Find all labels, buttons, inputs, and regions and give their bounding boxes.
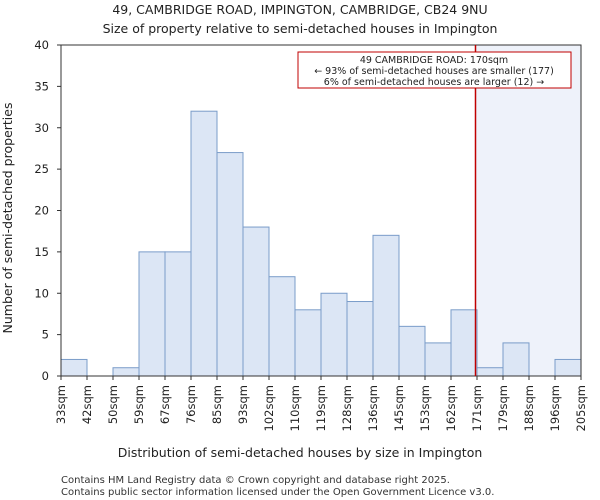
histogram-bar <box>242 226 270 377</box>
x-tick-label: 119sqm <box>314 385 328 431</box>
x-tick-label: 196sqm <box>548 385 562 431</box>
x-tick-label: 162sqm <box>444 385 458 431</box>
x-tick-label: 110sqm <box>288 385 302 431</box>
plot-area-frame <box>60 44 582 377</box>
annotation-box <box>297 51 572 89</box>
annotation-line-1: 49 CAMBRIDGE ROAD: 170sqm <box>360 55 508 66</box>
x-tick-label: 59sqm <box>132 385 146 424</box>
y-tick-label: 15 <box>34 245 49 259</box>
x-tick-label: 171sqm <box>470 385 484 431</box>
x-tick-label: 93sqm <box>236 385 250 424</box>
histogram-bar <box>190 110 218 377</box>
y-tick-label: 20 <box>34 204 49 218</box>
histogram-bar <box>294 309 322 377</box>
x-tick-label: 85sqm <box>210 385 224 424</box>
x-tick-label: 205sqm <box>574 385 588 431</box>
y-tick-label: 0 <box>42 369 49 383</box>
y-axis-label: Number of semi-detached properties <box>0 103 15 334</box>
y-axis-ticks: 0 5 10 15 20 25 30 35 40 <box>34 38 61 383</box>
histogram-bar <box>216 152 244 377</box>
footer-line-2: Contains public sector information licen… <box>61 487 494 498</box>
chart-subtitle: Size of property relative to semi-detach… <box>103 21 498 36</box>
x-tick-label: 102sqm <box>262 385 276 431</box>
histogram-bar <box>502 342 530 377</box>
y-tick-label: 25 <box>34 162 49 176</box>
x-axis-label: Distribution of semi-detached houses by … <box>118 445 483 460</box>
histogram-bar <box>424 342 452 377</box>
histogram-bar <box>112 367 140 377</box>
histogram-bar <box>268 276 296 377</box>
y-tick-label: 35 <box>34 79 49 93</box>
x-tick-label: 145sqm <box>392 385 406 431</box>
y-tick-label: 5 <box>42 328 49 342</box>
histogram-bar <box>346 301 374 377</box>
x-tick-label: 128sqm <box>340 385 354 431</box>
x-tick-label: 136sqm <box>366 385 380 431</box>
chart-title: 49, CAMBRIDGE ROAD, IMPINGTON, CAMBRIDGE… <box>112 2 487 17</box>
x-tick-label: 33sqm <box>54 385 68 424</box>
histogram-bar <box>60 358 88 377</box>
bars-group <box>60 110 582 377</box>
histogram-bar <box>372 234 400 377</box>
y-tick-label: 30 <box>34 121 49 135</box>
histogram-bar <box>450 309 478 377</box>
x-axis-ticks: 33sqm 42sqm 50sqm 59sqm 67sqm 76sqm 85sqm 93sqm… <box>54 376 588 431</box>
x-tick-label: 188sqm <box>522 385 536 431</box>
x-tick-label: 42sqm <box>80 385 94 424</box>
annotation-line-3: 6% of semi-detached houses are larger (1… <box>324 77 544 88</box>
x-tick-label: 50sqm <box>106 385 120 424</box>
y-tick-label: 40 <box>34 38 49 52</box>
x-tick-label: 179sqm <box>496 385 510 431</box>
histogram-bar <box>554 358 582 377</box>
annotation-line-2: ← 93% of semi-detached houses are smalle… <box>314 66 554 77</box>
y-tick-label: 10 <box>34 286 49 300</box>
histogram-bar <box>164 251 192 377</box>
histogram-bar <box>476 367 504 377</box>
larger-houses-region <box>475 45 581 376</box>
histogram-bar <box>398 325 426 377</box>
x-tick-label: 67sqm <box>158 385 172 424</box>
x-tick-label: 76sqm <box>184 385 198 424</box>
x-tick-label: 153sqm <box>418 385 432 431</box>
footer-line-1: Contains HM Land Registry data © Crown c… <box>61 475 450 486</box>
histogram-bar <box>320 292 348 377</box>
histogram-bar <box>138 251 166 377</box>
